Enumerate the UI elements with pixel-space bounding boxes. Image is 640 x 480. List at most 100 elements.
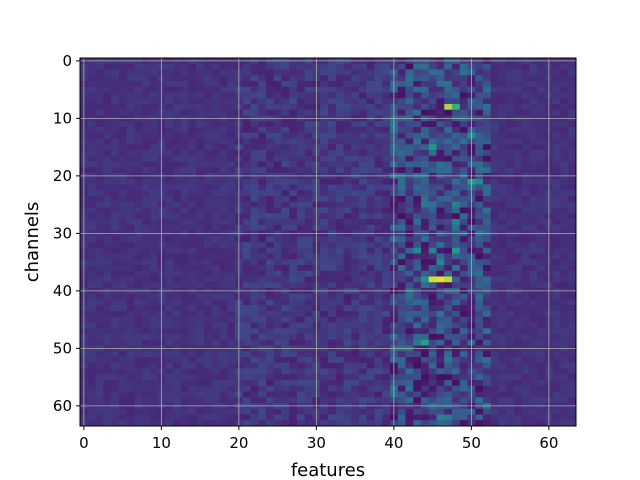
heatmap-cell bbox=[250, 184, 259, 191]
heatmap-cell bbox=[397, 316, 406, 323]
heatmap-cell bbox=[320, 167, 329, 174]
heatmap-cell bbox=[521, 138, 530, 145]
heatmap-cell bbox=[142, 121, 151, 128]
heatmap-cell bbox=[149, 362, 158, 369]
heatmap-cell bbox=[149, 259, 158, 266]
heatmap-cell bbox=[103, 92, 112, 99]
heatmap-cell bbox=[196, 270, 205, 277]
heatmap-cell bbox=[335, 132, 344, 139]
heatmap-cell bbox=[506, 161, 515, 168]
heatmap-cell bbox=[560, 265, 569, 272]
heatmap-cell bbox=[266, 167, 275, 174]
heatmap-cell bbox=[459, 316, 468, 323]
heatmap-cell bbox=[320, 420, 329, 427]
heatmap-cell bbox=[506, 397, 515, 404]
heatmap-cell bbox=[289, 86, 298, 93]
heatmap-cell bbox=[111, 224, 120, 231]
heatmap-cell bbox=[366, 414, 375, 421]
heatmap-cell bbox=[506, 311, 515, 318]
heatmap-cell bbox=[281, 178, 290, 185]
heatmap-cell bbox=[335, 138, 344, 145]
heatmap-cell bbox=[343, 75, 352, 82]
heatmap-cell bbox=[165, 305, 174, 312]
heatmap-cell bbox=[521, 155, 530, 162]
heatmap-cell bbox=[444, 178, 453, 185]
heatmap-cell bbox=[521, 86, 530, 93]
heatmap-cell bbox=[459, 311, 468, 318]
heatmap-cell bbox=[87, 339, 96, 346]
heatmap-cell bbox=[374, 224, 383, 231]
heatmap-cell bbox=[188, 253, 197, 260]
heatmap-cell bbox=[452, 305, 461, 312]
heatmap-cell bbox=[281, 196, 290, 203]
heatmap-cell bbox=[103, 63, 112, 70]
heatmap-cell bbox=[173, 420, 182, 427]
heatmap-cell bbox=[242, 224, 251, 231]
heatmap-cell bbox=[196, 219, 205, 226]
heatmap-cell bbox=[521, 357, 530, 364]
heatmap-cell bbox=[490, 293, 499, 300]
heatmap-cell bbox=[328, 247, 337, 254]
heatmap-cell bbox=[537, 75, 546, 82]
heatmap-cell bbox=[149, 305, 158, 312]
heatmap-cell bbox=[328, 196, 337, 203]
heatmap-cell bbox=[475, 213, 484, 220]
heatmap-cell bbox=[444, 270, 453, 277]
heatmap-cell bbox=[452, 178, 461, 185]
heatmap-cell bbox=[273, 420, 282, 427]
heatmap-cell bbox=[273, 305, 282, 312]
heatmap-cell bbox=[444, 138, 453, 145]
heatmap-cell bbox=[188, 132, 197, 139]
heatmap-cell bbox=[297, 167, 306, 174]
heatmap-cell bbox=[428, 265, 437, 272]
heatmap-cell bbox=[568, 357, 577, 364]
heatmap-cell bbox=[320, 276, 329, 283]
heatmap-cell bbox=[180, 247, 189, 254]
heatmap-cell bbox=[242, 104, 251, 111]
heatmap-cell bbox=[227, 98, 236, 105]
heatmap-cell bbox=[273, 357, 282, 364]
heatmap-cell bbox=[428, 167, 437, 174]
heatmap-cell bbox=[297, 219, 306, 226]
heatmap-cell bbox=[111, 351, 120, 358]
heatmap-cell bbox=[374, 98, 383, 105]
heatmap-cell bbox=[196, 282, 205, 289]
heatmap-cell bbox=[459, 150, 468, 157]
heatmap-cell bbox=[258, 374, 267, 381]
heatmap-cell bbox=[560, 81, 569, 88]
heatmap-cell bbox=[428, 109, 437, 116]
heatmap-cell bbox=[382, 63, 391, 70]
heatmap-cell bbox=[560, 196, 569, 203]
heatmap-cell bbox=[304, 380, 313, 387]
heatmap-cell bbox=[343, 178, 352, 185]
heatmap-cell bbox=[204, 316, 213, 323]
heatmap-cell bbox=[258, 265, 267, 272]
heatmap-cell bbox=[273, 351, 282, 358]
heatmap-cell bbox=[459, 397, 468, 404]
heatmap-cell bbox=[258, 98, 267, 105]
heatmap-cell bbox=[204, 408, 213, 415]
heatmap-cell bbox=[134, 322, 143, 329]
heatmap-cell bbox=[173, 201, 182, 208]
heatmap-cell bbox=[180, 69, 189, 76]
heatmap-cell bbox=[188, 144, 197, 151]
heatmap-cell bbox=[560, 219, 569, 226]
heatmap-cell bbox=[250, 247, 259, 254]
heatmap-cell bbox=[320, 98, 329, 105]
heatmap-cell bbox=[428, 63, 437, 70]
heatmap-cell bbox=[529, 368, 538, 375]
heatmap-cell bbox=[242, 109, 251, 116]
heatmap-cell bbox=[219, 420, 228, 427]
heatmap-cell bbox=[142, 253, 151, 260]
heatmap-cell bbox=[405, 374, 414, 381]
heatmap-cell bbox=[335, 282, 344, 289]
heatmap-cell bbox=[273, 270, 282, 277]
heatmap-cell bbox=[258, 293, 267, 300]
heatmap-cell bbox=[297, 247, 306, 254]
heatmap-cell bbox=[165, 236, 174, 243]
heatmap-cell bbox=[297, 299, 306, 306]
heatmap-cell bbox=[335, 196, 344, 203]
heatmap-cell bbox=[366, 213, 375, 220]
heatmap-cell bbox=[304, 167, 313, 174]
heatmap-cell bbox=[475, 259, 484, 266]
